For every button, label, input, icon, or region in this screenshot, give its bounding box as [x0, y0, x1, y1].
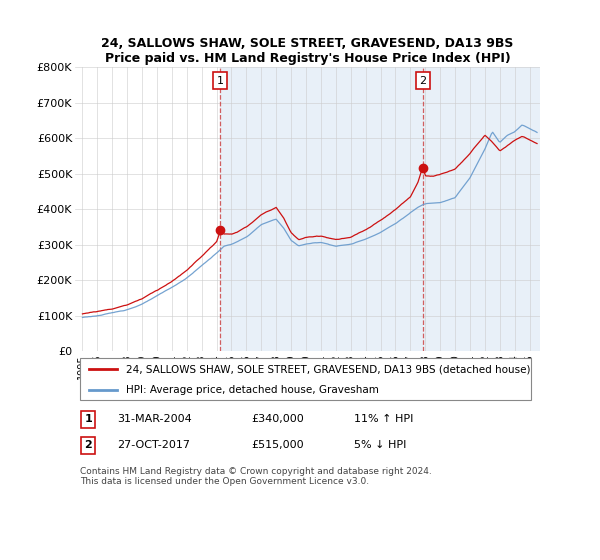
Text: HPI: Average price, detached house, Gravesham: HPI: Average price, detached house, Grav… — [126, 385, 379, 395]
Text: 2: 2 — [84, 440, 92, 450]
Bar — [220, 67, 540, 351]
Text: 11% ↑ HPI: 11% ↑ HPI — [354, 414, 413, 424]
Text: £515,000: £515,000 — [252, 440, 304, 450]
Text: £340,000: £340,000 — [252, 414, 304, 424]
Text: 2: 2 — [419, 76, 426, 86]
Text: 31-MAR-2004: 31-MAR-2004 — [117, 414, 191, 424]
Text: 1: 1 — [217, 76, 224, 86]
Text: 27-OCT-2017: 27-OCT-2017 — [117, 440, 190, 450]
FancyBboxPatch shape — [80, 358, 531, 400]
Text: Contains HM Land Registry data © Crown copyright and database right 2024.
This d: Contains HM Land Registry data © Crown c… — [80, 466, 431, 486]
Text: 24, SALLOWS SHAW, SOLE STREET, GRAVESEND, DA13 9BS (detached house): 24, SALLOWS SHAW, SOLE STREET, GRAVESEND… — [126, 365, 530, 375]
Title: 24, SALLOWS SHAW, SOLE STREET, GRAVESEND, DA13 9BS
Price paid vs. HM Land Regist: 24, SALLOWS SHAW, SOLE STREET, GRAVESEND… — [101, 36, 514, 64]
Text: 5% ↓ HPI: 5% ↓ HPI — [354, 440, 406, 450]
Text: 1: 1 — [84, 414, 92, 424]
